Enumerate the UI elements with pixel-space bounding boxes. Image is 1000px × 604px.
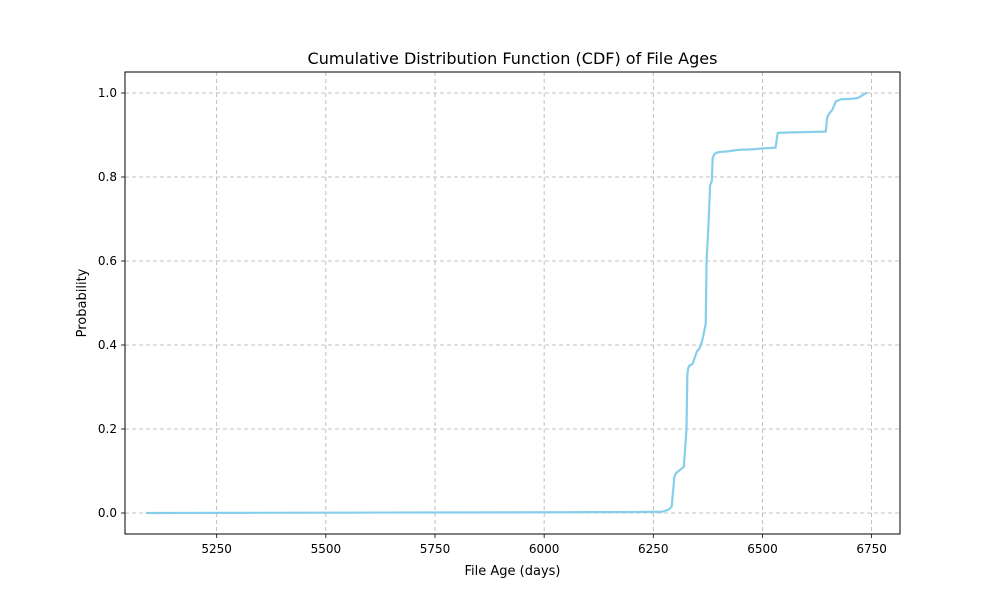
cdf-point bbox=[787, 131, 790, 134]
cdf-point bbox=[834, 100, 837, 103]
cdf-point bbox=[688, 365, 691, 367]
cdf-point bbox=[701, 339, 704, 342]
cdf-point bbox=[711, 157, 714, 160]
cdf-point bbox=[706, 243, 709, 246]
x-tick-label: 5750 bbox=[420, 542, 451, 556]
cdf-point bbox=[826, 117, 828, 120]
y-tick-label: 0.2 bbox=[98, 422, 117, 436]
cdf-point bbox=[713, 153, 716, 155]
plot-area-frame bbox=[124, 71, 901, 535]
cdf-point bbox=[686, 373, 689, 376]
cdf-point bbox=[776, 132, 779, 134]
cdf-point bbox=[726, 150, 729, 153]
x-tick-label: 6750 bbox=[856, 542, 887, 556]
cdf-point bbox=[761, 147, 764, 150]
cdf-point bbox=[661, 510, 663, 513]
x-tick-label: 6500 bbox=[747, 542, 778, 556]
chart-title: Cumulative Distribution Function (CDF) o… bbox=[308, 49, 718, 68]
cdf-point bbox=[707, 218, 710, 220]
cdf-point bbox=[704, 323, 707, 325]
cdf-point bbox=[706, 234, 709, 237]
cdf-point bbox=[735, 149, 738, 152]
cdf-point bbox=[667, 508, 670, 511]
cdf-point bbox=[691, 363, 694, 365]
y-axis-label: Probability bbox=[75, 268, 90, 337]
y-tick-label: 0.8 bbox=[98, 170, 117, 184]
grid bbox=[125, 72, 900, 534]
cdf-point bbox=[824, 130, 827, 133]
cdf-point bbox=[696, 350, 698, 353]
cdf-point bbox=[774, 146, 777, 149]
axis-ticks: 5250 5500 5750 6000 6250 6500 6750 0.0 0.2 0.4 0.6… bbox=[98, 86, 887, 556]
series-layer bbox=[145, 91, 868, 515]
y-tick-label: 0.4 bbox=[98, 338, 117, 352]
cdf-point bbox=[865, 92, 868, 94]
cdf-point bbox=[703, 331, 705, 334]
cdf-point bbox=[674, 474, 677, 477]
y-tick-label: 1.0 bbox=[98, 86, 117, 100]
cdf-point bbox=[831, 108, 834, 111]
cdf-point bbox=[861, 94, 864, 96]
cdf-point bbox=[856, 97, 859, 99]
y-tick-label: 0.0 bbox=[98, 506, 117, 520]
cdf-point bbox=[709, 184, 711, 187]
cdf-point bbox=[698, 348, 701, 351]
cdf-point bbox=[710, 180, 713, 183]
x-tick-label: 6250 bbox=[638, 542, 669, 556]
x-axis-label: File Age (days) bbox=[465, 564, 561, 579]
cdf-point bbox=[715, 151, 718, 154]
cdf-point bbox=[741, 148, 744, 151]
cdf-point bbox=[693, 356, 696, 359]
cdf-point bbox=[720, 150, 722, 153]
cdf-point bbox=[840, 98, 842, 101]
cdf-point bbox=[705, 260, 708, 262]
cdf-point bbox=[710, 182, 712, 185]
cdf-point bbox=[675, 472, 677, 474]
cdf-point bbox=[673, 476, 676, 479]
cdf-line bbox=[145, 91, 868, 515]
cdf-point bbox=[827, 113, 830, 115]
x-tick-label: 5500 bbox=[311, 542, 342, 556]
cdf-point bbox=[608, 511, 611, 514]
cdf-point bbox=[752, 148, 755, 151]
x-tick-label: 6000 bbox=[529, 542, 560, 556]
cdf-point bbox=[682, 465, 685, 468]
cdf-point bbox=[805, 131, 808, 133]
cdf-point bbox=[687, 367, 690, 369]
y-tick-label: 0.6 bbox=[98, 254, 117, 268]
cdf-point bbox=[848, 97, 851, 100]
cdf-point bbox=[685, 428, 688, 430]
cdf-point bbox=[145, 512, 148, 514]
cdf-point bbox=[670, 505, 673, 508]
x-tick-label: 5250 bbox=[201, 542, 232, 556]
cdf-point bbox=[672, 486, 675, 489]
